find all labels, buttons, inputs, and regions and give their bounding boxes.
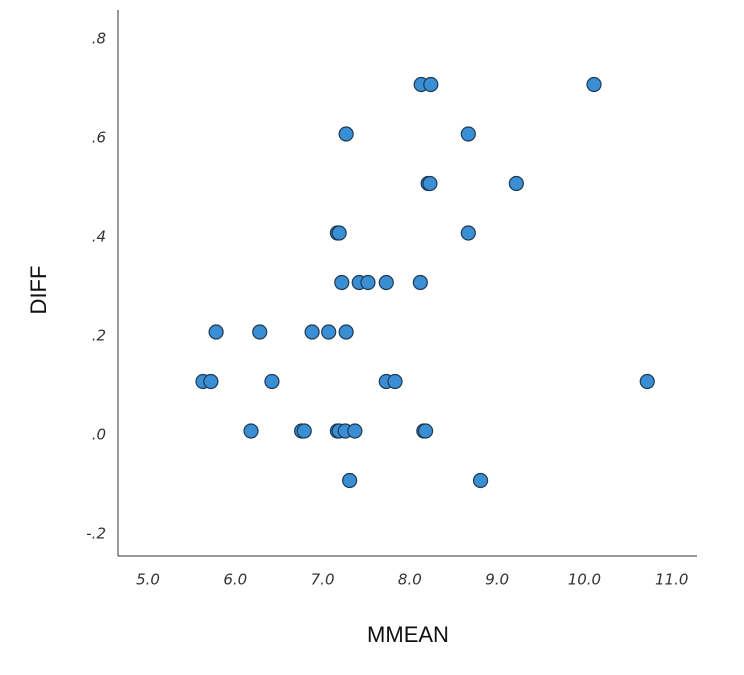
point: [412, 274, 428, 291]
point: [508, 175, 524, 192]
point: [252, 324, 268, 340]
point: [338, 324, 354, 340]
x-tick-label: 6.0: [223, 571, 247, 589]
point: [334, 274, 350, 291]
point: [417, 423, 434, 439]
point: [338, 126, 354, 142]
point: [342, 472, 358, 489]
point: [586, 76, 602, 93]
point: [296, 423, 312, 439]
point: [304, 324, 320, 340]
point: [321, 324, 337, 340]
point: [378, 274, 394, 291]
point: [208, 324, 224, 340]
y-tick-label: .6: [92, 129, 106, 147]
y-tick-label: -.2: [86, 525, 106, 543]
y-tick-label: .2: [92, 327, 106, 345]
point: [639, 373, 655, 390]
point: [387, 373, 403, 390]
x-tick-label: 10.0: [568, 571, 601, 589]
x-tick-label: 7.0: [311, 571, 335, 589]
point: [423, 76, 439, 93]
point: [422, 175, 438, 192]
point: [472, 472, 489, 489]
x-tick-label: 8.0: [398, 571, 422, 589]
x-tick-label: 5.0: [136, 571, 160, 589]
y-tick-label: .0: [92, 426, 106, 444]
point: [460, 126, 476, 142]
point: [460, 225, 476, 241]
x-tick-label: 11.0: [655, 571, 688, 589]
point: [264, 373, 280, 390]
point: [347, 423, 363, 439]
point: [243, 423, 259, 439]
y-tick-label: .4: [92, 228, 106, 246]
point: [203, 373, 219, 390]
y-axis-title: DIFF: [26, 266, 51, 315]
y-tick-label: .8: [92, 29, 106, 47]
point: [331, 225, 347, 241]
x-axis-title: MMEAN: [367, 622, 449, 647]
x-tick-label: 9.0: [485, 571, 509, 589]
point: [360, 274, 376, 291]
